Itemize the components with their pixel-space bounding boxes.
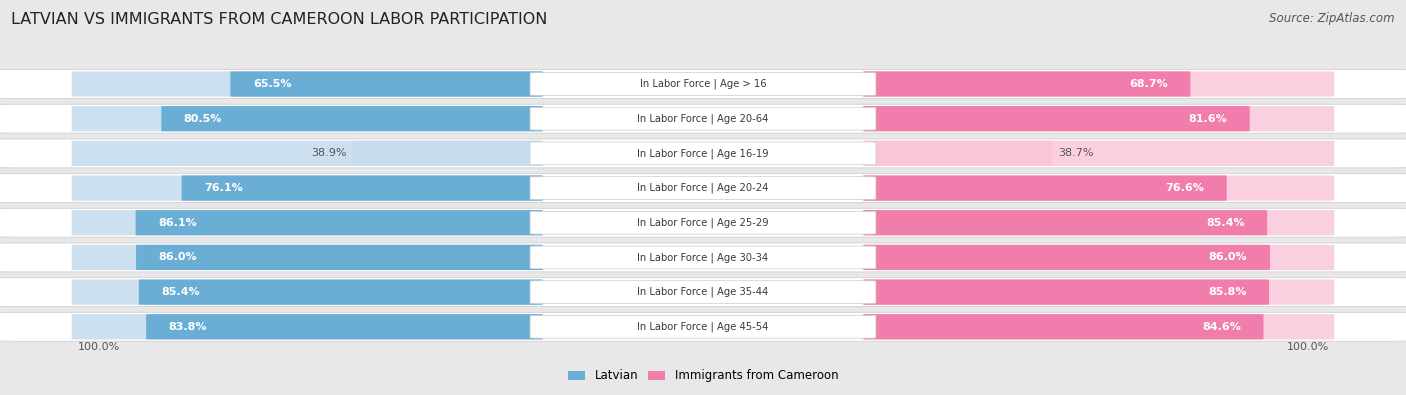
Text: In Labor Force | Age 20-64: In Labor Force | Age 20-64 <box>637 113 769 124</box>
FancyBboxPatch shape <box>72 280 543 305</box>
Text: In Labor Force | Age > 16: In Labor Force | Age > 16 <box>640 79 766 89</box>
Text: 38.7%: 38.7% <box>1059 149 1094 158</box>
FancyBboxPatch shape <box>863 280 1334 305</box>
FancyBboxPatch shape <box>135 210 543 235</box>
FancyBboxPatch shape <box>146 314 543 339</box>
FancyBboxPatch shape <box>139 280 543 305</box>
FancyBboxPatch shape <box>863 210 1334 235</box>
Text: In Labor Force | Age 45-54: In Labor Force | Age 45-54 <box>637 322 769 332</box>
FancyBboxPatch shape <box>863 106 1250 131</box>
FancyBboxPatch shape <box>0 278 1406 307</box>
FancyBboxPatch shape <box>863 245 1270 270</box>
FancyBboxPatch shape <box>863 210 1267 235</box>
Legend: Latvian, Immigrants from Cameroon: Latvian, Immigrants from Cameroon <box>562 365 844 387</box>
FancyBboxPatch shape <box>72 71 543 97</box>
FancyBboxPatch shape <box>863 314 1264 339</box>
FancyBboxPatch shape <box>0 173 1406 203</box>
FancyBboxPatch shape <box>72 141 543 166</box>
Text: 85.4%: 85.4% <box>1206 218 1244 228</box>
FancyBboxPatch shape <box>72 175 543 201</box>
FancyBboxPatch shape <box>0 70 1406 98</box>
FancyBboxPatch shape <box>530 316 876 338</box>
FancyBboxPatch shape <box>530 281 876 303</box>
Text: 76.6%: 76.6% <box>1166 183 1204 193</box>
Text: Source: ZipAtlas.com: Source: ZipAtlas.com <box>1270 12 1395 25</box>
Text: 100.0%: 100.0% <box>77 342 120 352</box>
Text: In Labor Force | Age 35-44: In Labor Force | Age 35-44 <box>637 287 769 297</box>
Text: In Labor Force | Age 20-24: In Labor Force | Age 20-24 <box>637 183 769 193</box>
FancyBboxPatch shape <box>863 71 1334 97</box>
Text: 81.6%: 81.6% <box>1188 114 1227 124</box>
FancyBboxPatch shape <box>530 211 876 234</box>
FancyBboxPatch shape <box>863 314 1334 339</box>
Text: 86.0%: 86.0% <box>159 252 197 262</box>
FancyBboxPatch shape <box>530 246 876 269</box>
FancyBboxPatch shape <box>863 106 1334 131</box>
Text: In Labor Force | Age 16-19: In Labor Force | Age 16-19 <box>637 148 769 159</box>
Text: 76.1%: 76.1% <box>204 183 243 193</box>
Text: 100.0%: 100.0% <box>1286 342 1329 352</box>
FancyBboxPatch shape <box>863 175 1226 201</box>
FancyBboxPatch shape <box>863 141 1053 166</box>
Text: 85.8%: 85.8% <box>1208 287 1247 297</box>
Text: 86.0%: 86.0% <box>1209 252 1247 262</box>
Text: 65.5%: 65.5% <box>253 79 291 89</box>
FancyBboxPatch shape <box>530 73 876 95</box>
FancyBboxPatch shape <box>863 141 1334 166</box>
FancyBboxPatch shape <box>0 312 1406 341</box>
Text: 38.9%: 38.9% <box>312 149 347 158</box>
Text: 85.4%: 85.4% <box>162 287 200 297</box>
FancyBboxPatch shape <box>0 208 1406 237</box>
FancyBboxPatch shape <box>863 175 1334 201</box>
FancyBboxPatch shape <box>863 245 1334 270</box>
FancyBboxPatch shape <box>136 245 543 270</box>
FancyBboxPatch shape <box>72 106 543 131</box>
FancyBboxPatch shape <box>181 175 543 201</box>
FancyBboxPatch shape <box>162 106 543 131</box>
FancyBboxPatch shape <box>0 104 1406 133</box>
FancyBboxPatch shape <box>72 245 543 270</box>
FancyBboxPatch shape <box>72 314 543 339</box>
FancyBboxPatch shape <box>530 107 876 130</box>
FancyBboxPatch shape <box>530 142 876 165</box>
FancyBboxPatch shape <box>863 280 1270 305</box>
Text: 86.1%: 86.1% <box>157 218 197 228</box>
FancyBboxPatch shape <box>0 243 1406 272</box>
FancyBboxPatch shape <box>353 141 543 166</box>
FancyBboxPatch shape <box>530 177 876 199</box>
FancyBboxPatch shape <box>0 139 1406 168</box>
Text: In Labor Force | Age 25-29: In Labor Force | Age 25-29 <box>637 218 769 228</box>
FancyBboxPatch shape <box>231 71 543 97</box>
Text: LATVIAN VS IMMIGRANTS FROM CAMEROON LABOR PARTICIPATION: LATVIAN VS IMMIGRANTS FROM CAMEROON LABO… <box>11 12 547 27</box>
Text: 80.5%: 80.5% <box>184 114 222 124</box>
Text: 83.8%: 83.8% <box>169 322 207 332</box>
FancyBboxPatch shape <box>72 210 543 235</box>
Text: In Labor Force | Age 30-34: In Labor Force | Age 30-34 <box>637 252 769 263</box>
Text: 68.7%: 68.7% <box>1129 79 1168 89</box>
FancyBboxPatch shape <box>863 71 1191 97</box>
Text: 84.6%: 84.6% <box>1202 322 1241 332</box>
